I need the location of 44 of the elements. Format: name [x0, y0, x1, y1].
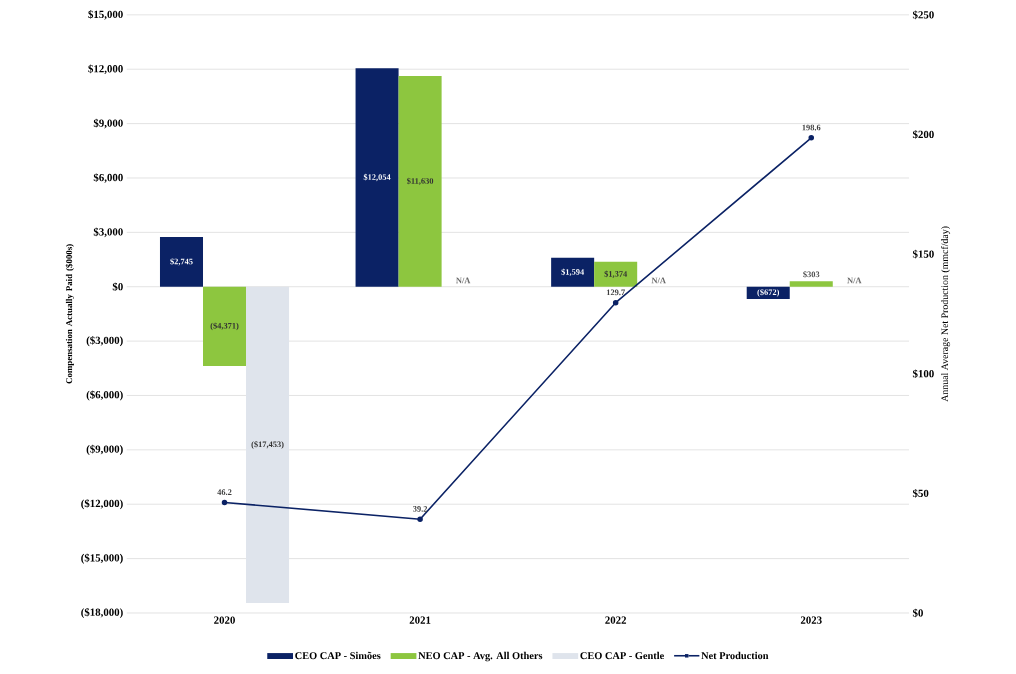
y-tick-label: ($12,000)	[81, 498, 123, 510]
y-tick-label: ($15,000)	[81, 553, 123, 564]
y2-tick-label: $0	[912, 608, 923, 618]
data-label: ($17,453)	[251, 440, 284, 449]
data-label: $12,054	[363, 173, 391, 181]
y2-axis-title: Annual Average Net Production (mmcf/day)	[941, 226, 951, 402]
legend-label: NEO CAP - Avg. All Others	[418, 651, 543, 662]
legend-label: Net Production	[701, 651, 769, 659]
y-tick-label: $6,000	[93, 173, 123, 183]
y-tick-label: $12,000	[88, 64, 123, 74]
data-label: $1,374	[604, 270, 628, 278]
data-label: $2,745	[170, 257, 193, 266]
legend-label: CEO CAP - Gentle	[580, 651, 664, 659]
y-tick-label: ($9,000)	[86, 444, 123, 455]
y2-tick-label: $150	[912, 249, 934, 259]
y-axis-title: Compensation Actually Paid ($000s)	[65, 244, 74, 384]
y2-tick-label: $200	[912, 129, 934, 139]
y-tick-label: $15,000	[88, 9, 123, 20]
text: N/A	[651, 277, 666, 284]
y2-tick-label: $250	[912, 10, 934, 19]
legend-label: CEO CAP - Simões	[295, 651, 381, 659]
data-label: ($4,371)	[210, 322, 239, 331]
text: N/A	[847, 277, 862, 284]
data-label: $11,630	[406, 177, 434, 185]
x-tick-label: 2021	[409, 616, 431, 624]
y-tick-label: ($3,000)	[86, 335, 123, 346]
y-tick-label: $0	[112, 282, 123, 291]
y2-tick-label: $50	[912, 488, 929, 498]
data-label: $1,594	[561, 268, 585, 276]
text: N/A	[456, 277, 471, 284]
y-tick-label: ($6,000)	[86, 390, 123, 401]
data-label: 46.2	[217, 489, 232, 495]
x-tick-label: 2022	[605, 616, 627, 624]
y2-tick-label: $100	[912, 369, 934, 378]
data-label: ($672)	[757, 288, 780, 297]
data-label: 198.6	[802, 124, 821, 131]
data-label: 129.7	[606, 289, 625, 296]
x-tick-label: 2020	[214, 616, 235, 624]
data-label: $303	[803, 270, 820, 278]
x-tick-label: 2023	[800, 616, 822, 624]
data-label: 39.2	[413, 505, 428, 512]
y-tick-label: $9,000	[93, 118, 123, 129]
y-tick-label: ($18,000)	[81, 607, 123, 618]
y-tick-label: $3,000	[93, 227, 123, 237]
